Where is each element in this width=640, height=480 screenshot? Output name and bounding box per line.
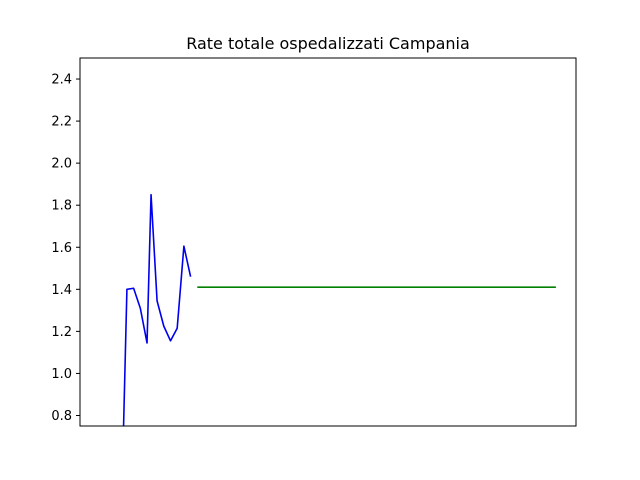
- y-tick-label: 2.2: [51, 115, 72, 130]
- plot-frame: [79, 57, 577, 427]
- y-tick-label: 2.0: [51, 157, 72, 172]
- series-layer: [122, 193, 556, 427]
- chart-title: Rate totale ospedalizzati Campania: [186, 34, 470, 53]
- y-tick-label: 1.4: [51, 283, 72, 298]
- series-line-0: [122, 193, 192, 427]
- y-tick-label: 1.2: [51, 325, 72, 340]
- y-tick-label: 1.0: [51, 367, 72, 382]
- y-axis-ticks: 0.8 1.0 1.2 1.4 1.6 1.8 2.0 2.2 2.4: [51, 73, 80, 424]
- y-tick-label: 2.4: [51, 73, 72, 88]
- y-tick-label: 1.6: [51, 241, 72, 256]
- y-tick-label: 0.8: [51, 409, 72, 424]
- y-tick-label: 1.8: [51, 199, 72, 214]
